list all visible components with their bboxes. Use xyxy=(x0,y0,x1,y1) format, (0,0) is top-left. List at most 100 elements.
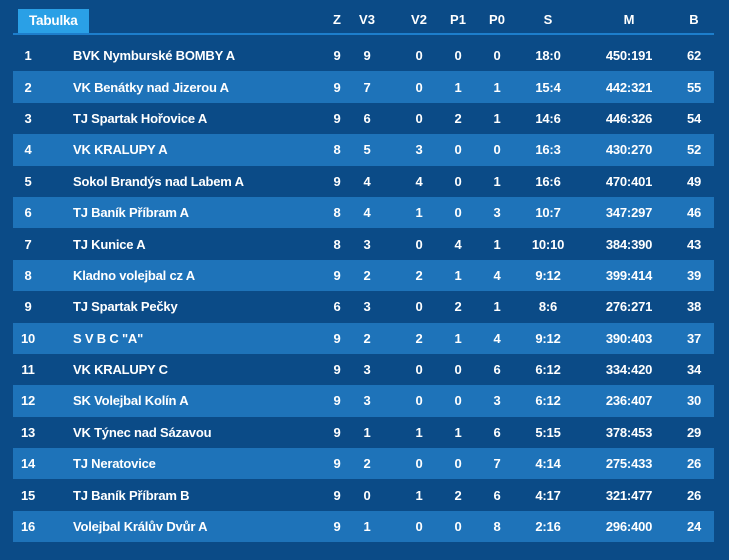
rank-cell: 10 xyxy=(20,330,36,346)
points-ratio-cell: 276:271 xyxy=(605,299,653,315)
points-ratio-cell: 399:414 xyxy=(605,267,653,283)
points-ratio-cell: 470:401 xyxy=(605,173,653,189)
column-header-v2: V2 xyxy=(411,11,427,27)
matches-cell: 9 xyxy=(333,110,341,126)
sets-ratio-cell: 10:7 xyxy=(535,205,561,221)
team-name-cell: TJ Neratovice xyxy=(73,456,156,472)
points-ratio-cell: 334:420 xyxy=(605,362,653,378)
points-ratio-cell: 275:433 xyxy=(605,456,653,472)
sets-ratio-cell: 6:12 xyxy=(535,393,561,409)
tab-tabulka[interactable]: Tabulka xyxy=(18,9,89,33)
matches-cell: 9 xyxy=(333,48,341,64)
matches-cell: 9 xyxy=(333,519,341,535)
losses0-cell: 1 xyxy=(493,236,501,252)
table-body: 1 BVK Nymburské BOMBY A 9 9 0 0 0 18:0 4… xyxy=(13,40,714,543)
wins2-cell: 1 xyxy=(415,487,423,503)
losses1-cell: 2 xyxy=(454,110,462,126)
team-name-cell: TJ Baník Příbram A xyxy=(73,205,189,221)
matches-cell: 9 xyxy=(333,267,341,283)
table-points-cell: 55 xyxy=(686,79,702,95)
team-name-cell: VK Benátky nad Jizerou A xyxy=(73,79,229,95)
team-name-cell: BVK Nymburské BOMBY A xyxy=(73,48,235,64)
losses0-cell: 7 xyxy=(493,456,501,472)
column-header-z: Z xyxy=(333,11,341,27)
table-points-cell: 54 xyxy=(686,110,702,126)
losses0-cell: 0 xyxy=(493,142,501,158)
losses0-cell: 1 xyxy=(493,173,501,189)
sets-ratio-cell: 16:6 xyxy=(535,173,561,189)
rank-cell: 5 xyxy=(24,173,32,189)
wins2-cell: 0 xyxy=(415,456,423,472)
wins3-cell: 3 xyxy=(363,299,371,315)
losses1-cell: 1 xyxy=(454,330,462,346)
rank-cell: 1 xyxy=(24,48,32,64)
table-row: 6 TJ Baník Příbram A 8 4 1 0 3 10:7 347:… xyxy=(13,196,714,229)
losses0-cell: 4 xyxy=(493,267,501,283)
table-points-cell: 24 xyxy=(686,519,702,535)
team-name-cell: Kladno volejbal cz A xyxy=(73,267,195,283)
table-points-cell: 30 xyxy=(686,393,702,409)
rank-cell: 16 xyxy=(20,519,36,535)
team-name-cell: Sokol Brandýs nad Labem A xyxy=(73,173,244,189)
matches-cell: 9 xyxy=(333,362,341,378)
wins2-cell: 3 xyxy=(415,142,423,158)
points-ratio-cell: 296:400 xyxy=(605,519,653,535)
rank-cell: 3 xyxy=(24,110,32,126)
sets-ratio-cell: 2:16 xyxy=(535,519,561,535)
team-name-cell: VK KRALUPY C xyxy=(73,362,168,378)
matches-cell: 9 xyxy=(333,330,341,346)
table-row: 5 Sokol Brandýs nad Labem A 9 4 4 0 1 16… xyxy=(13,166,714,197)
losses0-cell: 6 xyxy=(493,424,501,440)
sets-ratio-cell: 16:3 xyxy=(535,142,561,158)
matches-cell: 9 xyxy=(333,79,341,95)
losses0-cell: 3 xyxy=(493,393,501,409)
wins3-cell: 1 xyxy=(363,519,371,535)
wins2-cell: 2 xyxy=(415,267,423,283)
column-header-row: Z V3 V2 P1 P0 S M B xyxy=(13,6,714,32)
wins3-cell: 4 xyxy=(363,205,371,221)
losses1-cell: 2 xyxy=(454,487,462,503)
table-points-cell: 37 xyxy=(686,330,702,346)
table-row: 11 VK KRALUPY C 9 3 0 0 6 6:12 334:420 3… xyxy=(13,354,714,385)
sets-ratio-cell: 4:17 xyxy=(535,487,561,503)
matches-cell: 9 xyxy=(333,424,341,440)
table-points-cell: 52 xyxy=(686,142,702,158)
table-row: 1 BVK Nymburské BOMBY A 9 9 0 0 0 18:0 4… xyxy=(13,40,714,71)
matches-cell: 9 xyxy=(333,487,341,503)
rank-cell: 11 xyxy=(21,362,35,378)
wins3-cell: 0 xyxy=(363,487,371,503)
losses0-cell: 3 xyxy=(493,205,501,221)
losses1-cell: 0 xyxy=(454,393,462,409)
table-row: 13 VK Týnec nad Sázavou 9 1 1 1 6 5:15 3… xyxy=(13,417,714,448)
losses1-cell: 0 xyxy=(454,173,462,189)
losses1-cell: 0 xyxy=(454,362,462,378)
wins2-cell: 0 xyxy=(415,79,423,95)
column-header-v3: V3 xyxy=(359,11,375,27)
table-points-cell: 26 xyxy=(686,456,702,472)
losses1-cell: 2 xyxy=(454,299,462,315)
table-row: 3 TJ Spartak Hořovice A 9 6 0 2 1 14:6 4… xyxy=(13,103,714,134)
sets-ratio-cell: 4:14 xyxy=(535,456,561,472)
wins3-cell: 5 xyxy=(363,142,371,158)
sets-ratio-cell: 18:0 xyxy=(535,48,561,64)
losses1-cell: 0 xyxy=(454,456,462,472)
rank-cell: 6 xyxy=(24,205,32,221)
rank-cell: 9 xyxy=(24,299,32,315)
wins2-cell: 0 xyxy=(415,110,423,126)
table-points-cell: 29 xyxy=(686,424,702,440)
table-row: 15 TJ Baník Příbram B 9 0 1 2 6 4:17 321… xyxy=(13,479,714,510)
losses1-cell: 0 xyxy=(454,142,462,158)
team-name-cell: Volejbal Králův Dvůr A xyxy=(73,519,208,535)
sets-ratio-cell: 8:6 xyxy=(538,299,558,315)
wins2-cell: 4 xyxy=(415,173,423,189)
table-points-cell: 49 xyxy=(686,173,702,189)
losses0-cell: 6 xyxy=(493,487,501,503)
table-row: 8 Kladno volejbal cz A 9 2 2 1 4 9:12 39… xyxy=(13,259,714,292)
wins2-cell: 2 xyxy=(415,330,423,346)
wins3-cell: 1 xyxy=(363,424,371,440)
team-name-cell: TJ Kunice A xyxy=(73,236,146,252)
team-name-cell: TJ Baník Příbram B xyxy=(73,487,190,503)
column-header-s: S xyxy=(543,11,553,27)
header-underline xyxy=(13,33,714,35)
team-name-cell: SK Volejbal Kolín A xyxy=(73,393,189,409)
